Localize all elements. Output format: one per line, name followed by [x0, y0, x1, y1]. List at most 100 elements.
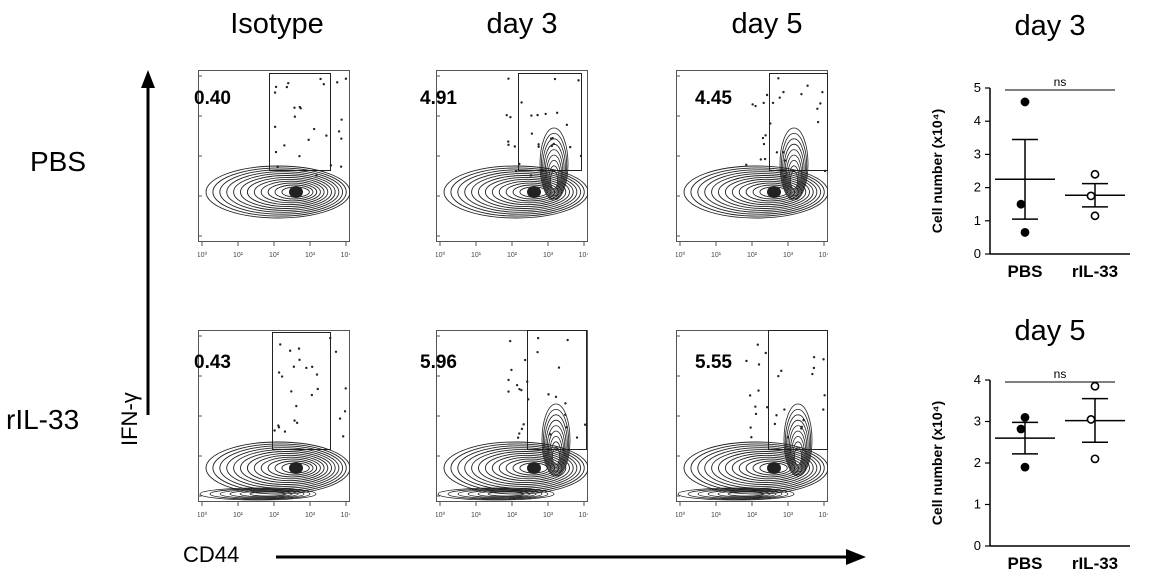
event-dot [566, 338, 569, 342]
contour-ring [547, 160, 561, 193]
event-dot [274, 150, 278, 154]
x-category-label: rIL-33 [1072, 262, 1118, 281]
x-tick-label: 10³ [783, 512, 794, 519]
contour-ring [540, 133, 568, 199]
event-dot [555, 111, 559, 114]
contour-ring [253, 454, 325, 482]
gate [527, 330, 587, 450]
event-dot [287, 81, 290, 85]
event-dot [549, 137, 553, 140]
contour-ring [697, 169, 822, 215]
event-dot [340, 137, 343, 140]
data-point [1020, 228, 1030, 237]
event-dot [293, 106, 296, 109]
contour-core [767, 186, 781, 198]
event-dot [754, 412, 758, 416]
event-dot [751, 103, 754, 106]
contour-ring [783, 403, 813, 477]
event-dot [822, 408, 825, 411]
x-tick-label: 10⁰ [198, 511, 207, 519]
significance-label: ns [1054, 75, 1067, 89]
event-dot [319, 77, 322, 81]
contour-ring [745, 182, 796, 202]
contour-ring [464, 171, 578, 213]
contour-ring [246, 176, 329, 208]
contour-plot: 10⁰ 10¹ 10² 10³ 10⁴ [435, 70, 589, 259]
contour-ring [752, 460, 792, 476]
event-dot [520, 388, 523, 392]
x-tick-label: 10⁴ [819, 512, 828, 519]
gate-percentage: 0.40 [194, 88, 231, 109]
contour-ring [447, 488, 549, 500]
event-dot [802, 418, 805, 422]
column-title-day5: day 5 [731, 8, 803, 40]
event-dot [754, 104, 757, 108]
contour-ring [711, 449, 814, 487]
y-tick-label: 4 [974, 113, 981, 128]
contour-lines [437, 336, 589, 501]
contour-ring [545, 419, 567, 473]
contour-ring [690, 167, 825, 217]
contour-ring [450, 443, 585, 493]
event-dot [279, 343, 282, 346]
contour-core [289, 462, 303, 474]
y-axis-label: Cell number (x10⁴) [929, 109, 945, 233]
contour-ring [745, 458, 796, 478]
event-dot [298, 154, 301, 158]
contour-ring [783, 143, 805, 197]
contour-ring [274, 184, 314, 200]
event-dot [344, 387, 347, 390]
data-point [1086, 415, 1096, 424]
event-dot [297, 347, 301, 350]
cell-number-chart-day5: 0 1 2 3 4 Cell number (x10⁴) PBS rIL-33 ns [929, 367, 1130, 573]
y-tick-label: 2 [974, 455, 981, 470]
contour-ring [457, 489, 543, 499]
event-dot [577, 79, 580, 82]
event-dot [765, 93, 769, 97]
x-tick-label: 10¹ [471, 252, 482, 259]
event-dot [547, 393, 550, 396]
significance-label: ns [1054, 367, 1067, 381]
flow-panel-ril33-isotype: 10⁰ 10¹ 10² 10³ 10⁴ 0.43 [194, 330, 351, 522]
event-dot [781, 151, 785, 154]
contour-ring [505, 458, 556, 478]
contour-ring [484, 452, 567, 484]
flow-panel-pbs-day3: 10⁰ 10¹ 10² 10³ 10⁴ 4.91 [420, 70, 589, 262]
x-tick-label: 10⁰ [436, 251, 445, 259]
event-dot [759, 158, 763, 161]
gate-percentage: 5.55 [695, 352, 732, 373]
contour-ring [550, 441, 562, 467]
event-dot [283, 430, 287, 433]
contour-ring [697, 489, 783, 499]
contour-ring [471, 449, 574, 487]
event-dot [522, 423, 525, 426]
contour-core [767, 462, 781, 474]
gate-percentage: 0.43 [194, 352, 231, 373]
contour-ring [240, 451, 332, 485]
event-dot [816, 120, 820, 124]
event-dot [812, 366, 816, 370]
x-tick-label: 10² [747, 512, 758, 519]
event-dot [786, 436, 790, 439]
contour-core [527, 462, 541, 474]
event-dot [783, 408, 786, 411]
contour-ring [552, 446, 561, 466]
event-dot [341, 435, 345, 438]
flow-panel-pbs-day5: 10⁰ 10¹ 10² 10³ 10⁴ 4.45 [675, 70, 829, 262]
event-dot [553, 77, 557, 81]
event-dot [334, 350, 338, 353]
y-tick-label: 0 [974, 538, 981, 553]
contour-ring [727, 491, 765, 497]
event-dot [564, 402, 567, 405]
event-dot [277, 371, 281, 374]
y-tick-label: 5 [974, 80, 981, 95]
y-axis-arrow [141, 70, 155, 415]
event-dot [529, 174, 533, 177]
x-tick-label: 10⁰ [436, 511, 445, 519]
contour-ring [544, 414, 568, 474]
contour-ring [718, 451, 810, 485]
contour-ring [738, 456, 799, 480]
contour-ring [718, 175, 810, 209]
event-dot [310, 365, 314, 369]
event-dot [325, 134, 328, 137]
